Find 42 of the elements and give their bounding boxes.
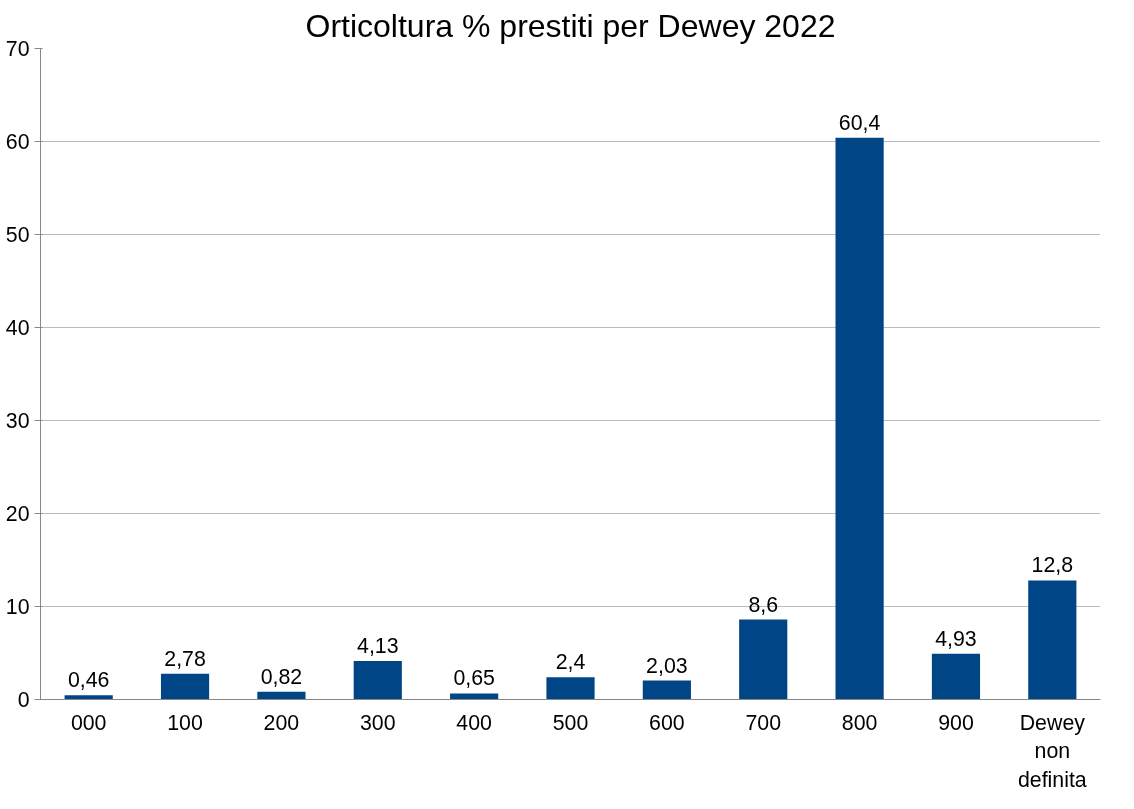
x-tick-label: 200: [263, 710, 300, 735]
bar: [739, 619, 788, 700]
x-tick-label: 500: [552, 710, 589, 735]
x-tick-label: 600: [649, 710, 685, 735]
data-label: 60,4: [838, 110, 881, 135]
bar: [353, 661, 402, 700]
data-label: 4,93: [935, 626, 977, 651]
data-label: 4,13: [357, 634, 399, 659]
data-label: 8,6: [748, 592, 779, 617]
bar: [64, 695, 113, 700]
bar: [1028, 580, 1077, 700]
chart-title: Orticoltura % prestiti per Dewey 2022: [305, 7, 836, 44]
y-tick-label: 20: [5, 502, 30, 526]
bar: [450, 693, 499, 700]
bar: [160, 673, 210, 700]
data-label: 12,8: [1031, 553, 1074, 578]
y-tick-label: 40: [5, 316, 30, 340]
data-label: 2,03: [646, 653, 688, 678]
y-tick-label: 0: [17, 688, 30, 712]
x-tick-label: 300: [359, 710, 396, 735]
y-tick-label: 60: [5, 130, 30, 154]
bar: [642, 680, 691, 700]
x-tick-label: Dewey non definita: [1017, 710, 1087, 793]
bar: [546, 677, 595, 700]
data-label: 0,46: [67, 668, 110, 693]
data-label: 2,4: [555, 650, 586, 675]
y-tick-label: 50: [5, 223, 30, 247]
data-label: 0,65: [453, 666, 495, 691]
y-tick-label: 70: [5, 37, 30, 61]
y-tick-label: 10: [5, 595, 30, 619]
bar: [835, 137, 884, 700]
x-tick-label: 400: [456, 710, 493, 735]
x-tick-label: 100: [167, 710, 203, 735]
x-tick-label: 000: [70, 710, 107, 735]
bar: [931, 653, 981, 700]
data-label: 2,78: [164, 646, 206, 671]
y-tick-label: 30: [5, 409, 30, 433]
data-label: 0,82: [260, 664, 303, 689]
x-tick-label: 900: [938, 710, 974, 735]
x-tick-label: 700: [745, 710, 782, 735]
bar: [257, 691, 306, 700]
x-tick-label: 800: [841, 710, 878, 735]
